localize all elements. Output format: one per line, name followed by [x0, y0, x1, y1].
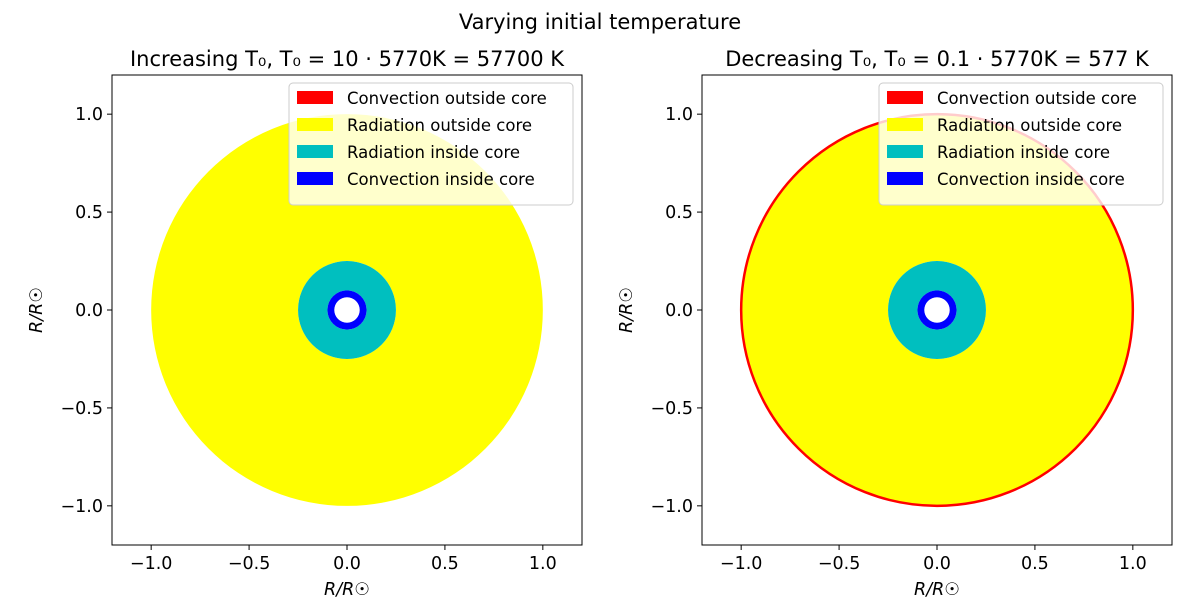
y-tick-label: 1.0	[75, 105, 103, 125]
y-tick-label: −0.5	[61, 399, 104, 419]
legend-label: Radiation outside core	[937, 116, 1122, 135]
legend-label: Convection inside core	[937, 170, 1125, 189]
x-tick-label: 0.0	[333, 554, 361, 574]
x-tick-label: −0.5	[818, 554, 861, 574]
legend-swatch	[297, 118, 333, 131]
legend-label: Radiation inside core	[347, 143, 520, 162]
y-axis-label: R/R☉	[27, 287, 47, 333]
legend-swatch	[887, 118, 923, 131]
x-axis-label: R/R☉	[324, 580, 370, 600]
x-tick-label: 0.0	[923, 554, 951, 574]
legend-label: Convection outside core	[937, 89, 1137, 108]
legend-swatch	[297, 145, 333, 158]
subplot-title: Decreasing T₀, T₀ = 0.1 · 5770K = 577 K	[725, 47, 1150, 71]
y-tick-label: 0.0	[665, 301, 693, 321]
y-tick-label: 0.5	[75, 203, 103, 223]
x-tick-label: 1.0	[1119, 554, 1147, 574]
y-tick-label: −0.5	[651, 399, 694, 419]
legend-label: Convection outside core	[347, 89, 547, 108]
subplot-increasing: −1.0 −0.5 0.0 0.5 1.0 −1.0 −0.5 0.0 0.5 1.0 R/R☉ R/…	[27, 47, 583, 600]
region-radiation-inside-core	[298, 261, 396, 359]
legend-box	[288, 82, 574, 206]
x-tick-label: −0.5	[228, 554, 271, 574]
legend-swatch	[887, 145, 923, 158]
y-tick-label: 1.0	[665, 105, 693, 125]
x-tick-label: 1.0	[529, 554, 557, 574]
y-tick-label: 0.0	[75, 301, 103, 321]
legend-box	[878, 82, 1164, 206]
legend-swatch	[297, 91, 333, 104]
subplot-title: Increasing T₀, T₀ = 10 · 5770K = 57700 K	[130, 47, 565, 71]
region-convection-inside-core	[917, 290, 957, 330]
x-tick-label: 0.5	[431, 554, 459, 574]
region-radiation-inside-core	[888, 261, 986, 359]
x-tick-label: 0.5	[1021, 554, 1049, 574]
region-convection-inside-core	[327, 290, 367, 330]
legend-swatch	[887, 172, 923, 185]
legend-label: Radiation inside core	[937, 143, 1110, 162]
region-radiation-outside-core	[741, 114, 1133, 506]
subplot-decreasing: −1.0 −0.5 0.0 0.5 1.0 −1.0 −0.5 0.0 0.5 1.0 R/R☉ R/…	[617, 47, 1173, 600]
y-tick-label: −1.0	[651, 497, 694, 517]
legend-label: Convection inside core	[347, 170, 535, 189]
legend-swatch	[887, 91, 923, 104]
x-tick-label: −1.0	[720, 554, 763, 574]
y-tick-label: −1.0	[61, 497, 104, 517]
y-axis-label: R/R☉	[617, 287, 637, 333]
region-radiation-outside-core	[151, 114, 543, 506]
x-axis-label: R/R☉	[914, 580, 960, 600]
legend-label: Radiation outside core	[347, 116, 532, 135]
y-tick-label: 0.5	[665, 203, 693, 223]
legend-swatch	[297, 172, 333, 185]
x-tick-label: −1.0	[130, 554, 173, 574]
figure-suptitle: Varying initial temperature	[459, 10, 741, 34]
